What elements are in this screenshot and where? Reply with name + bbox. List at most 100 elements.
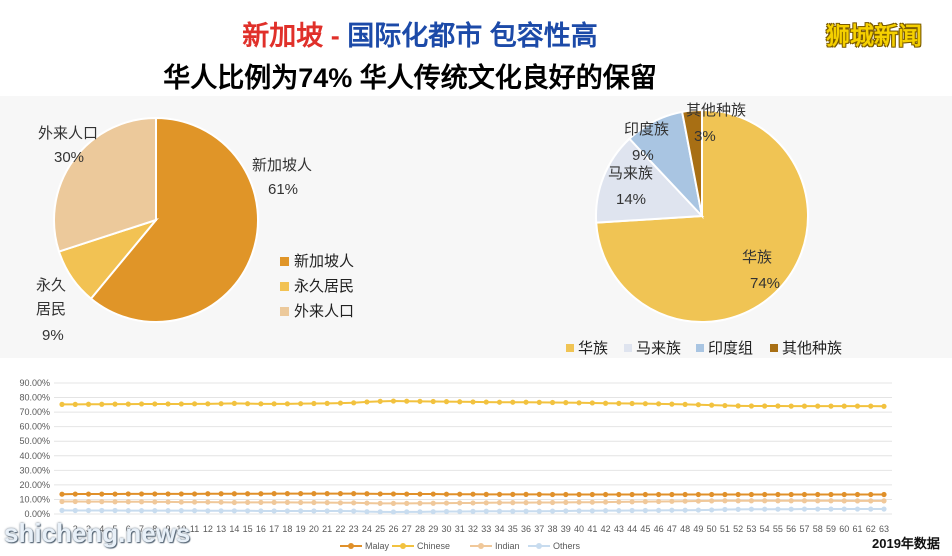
line-point-chinese: [231, 400, 237, 406]
line-x-tick-label: 23: [349, 524, 359, 534]
line-point-others: [801, 506, 808, 512]
line-point-malay: [709, 491, 715, 498]
line-point-chinese: [298, 401, 304, 407]
line-point-malay: [656, 491, 662, 498]
line-point-indian: [695, 498, 701, 504]
line-x-tick-label: 18: [282, 524, 292, 534]
line-point-others: [457, 508, 463, 515]
line-point-malay: [152, 491, 158, 497]
line-point-malay: [602, 491, 609, 498]
line-x-tick-label: 8: [152, 524, 157, 534]
line-point-chinese: [549, 399, 556, 406]
line-point-others: [178, 508, 184, 514]
line-point-indian: [125, 499, 131, 505]
line-point-chinese: [682, 401, 688, 407]
title-singapore: 新加坡: [242, 21, 324, 51]
line-point-chinese: [854, 403, 861, 409]
line-point-others: [656, 507, 662, 513]
line-x-tick-label: 9: [166, 524, 171, 534]
line-x-tick-label: 56: [786, 524, 796, 534]
line-point-indian: [563, 499, 569, 505]
line-point-others: [775, 506, 781, 512]
line-x-tick-label: 17: [269, 524, 279, 534]
line-point-chinese: [165, 401, 171, 407]
line-point-indian: [496, 500, 503, 506]
line-point-others: [59, 507, 65, 513]
line-y-tick-label: 0.00%: [24, 509, 50, 519]
line-point-malay: [828, 491, 834, 498]
line-point-indian: [245, 499, 251, 505]
line-point-indian: [457, 500, 463, 506]
line-point-indian: [85, 499, 92, 505]
line-point-others: [762, 506, 768, 512]
line-x-tick-label: 39: [561, 524, 571, 534]
line-point-indian: [298, 499, 304, 506]
line-point-chinese: [775, 403, 781, 409]
line-point-chinese: [722, 402, 728, 409]
line-point-others: [881, 506, 887, 512]
line-x-tick-label: 21: [322, 524, 332, 534]
line-point-malay: [881, 491, 887, 498]
line-point-malay: [85, 491, 92, 497]
line-point-malay: [284, 491, 290, 497]
line-x-tick-label: 24: [362, 524, 372, 534]
line-point-malay: [324, 491, 330, 497]
line-point-others: [682, 507, 688, 513]
line-point-malay: [245, 491, 251, 497]
line-x-tick-label: 49: [693, 524, 703, 534]
line-point-chinese: [364, 399, 370, 405]
line-point-chinese: [815, 403, 821, 409]
year-note: 2019年数据: [872, 536, 940, 551]
line-point-indian: [748, 498, 755, 504]
line-x-tick-label: 27: [402, 524, 412, 534]
line-point-others: [152, 508, 158, 514]
line-point-malay: [337, 491, 344, 497]
line-x-tick-label: 29: [428, 524, 438, 534]
line-point-malay: [298, 491, 304, 497]
line-point-malay: [218, 491, 224, 497]
line-x-tick-label: 33: [481, 524, 491, 534]
line-y-tick-label: 10.00%: [19, 494, 50, 504]
line-point-others: [231, 508, 237, 514]
line-point-chinese: [337, 400, 344, 406]
line-point-chinese: [801, 403, 808, 409]
line-point-others: [218, 508, 224, 514]
line-point-others: [125, 508, 131, 514]
title-tagline: 国际化都市 包容性高: [347, 21, 598, 51]
line-point-chinese: [85, 401, 92, 407]
line-point-indian: [549, 499, 556, 506]
line-point-indian: [152, 499, 158, 505]
line-point-chinese: [404, 398, 410, 404]
background-band: [0, 96, 952, 358]
line-point-others: [404, 509, 410, 515]
line-point-others: [576, 508, 582, 514]
line-point-malay: [165, 491, 171, 497]
line-point-others: [748, 506, 755, 512]
line-point-indian: [205, 499, 211, 505]
watermark: shicheng.news: [4, 518, 191, 548]
line-point-malay: [536, 491, 542, 497]
line-y-tick-label: 50.00%: [19, 436, 50, 446]
line-point-indian: [669, 498, 675, 504]
line-legend-label-chinese: Chinese: [417, 541, 450, 551]
line-point-indian: [99, 499, 105, 505]
line-point-malay: [722, 491, 728, 498]
line-point-malay: [801, 491, 808, 498]
line-point-indian: [258, 499, 264, 505]
line-point-indian: [284, 499, 290, 505]
line-x-tick-label: 4: [99, 524, 104, 534]
line-point-indian: [443, 500, 450, 506]
line-point-chinese: [669, 401, 675, 407]
line-point-others: [417, 509, 423, 515]
line-point-others: [298, 508, 304, 514]
line-point-malay: [138, 491, 145, 497]
line-point-indian: [656, 498, 662, 505]
line-legend-marker-chinese: [400, 543, 406, 549]
line-x-tick-label: 31: [455, 524, 465, 534]
line-x-tick-label: 32: [468, 524, 478, 534]
line-point-indian: [324, 500, 330, 506]
line-point-chinese: [138, 401, 145, 407]
line-point-others: [85, 507, 92, 514]
line-x-tick-label: 3: [86, 524, 91, 534]
line-x-tick-label: 15: [243, 524, 253, 534]
